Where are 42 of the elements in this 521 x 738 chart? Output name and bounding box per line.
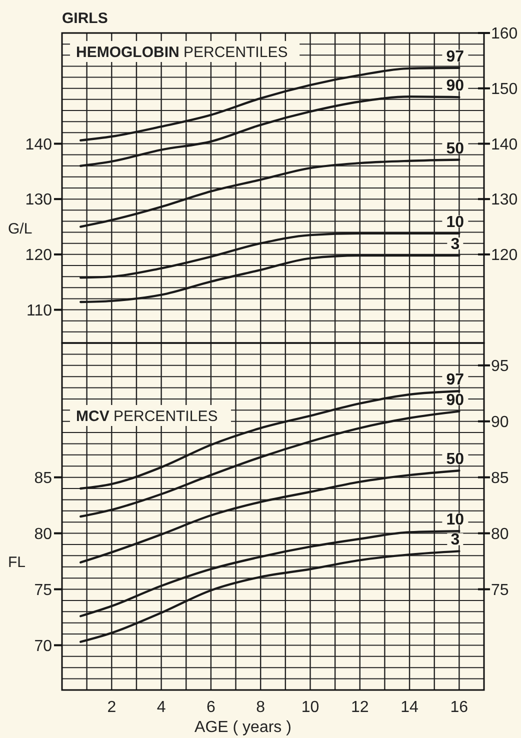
text: MCV PERCENTILES: [76, 408, 218, 425]
x-axis-title: AGE ( years ): [194, 719, 292, 736]
x-tick-label: 16: [450, 699, 468, 716]
y-tick-label: 120: [25, 247, 52, 264]
y2-tick-label: 140: [491, 136, 518, 154]
y2-tick-label: 130: [491, 192, 518, 209]
y-tick-label: 85: [34, 470, 52, 487]
y-tick-label: 70: [34, 638, 52, 655]
y2-tick-label: 80: [491, 526, 509, 543]
y-tick-label: 110: [26, 302, 52, 320]
series-label: 50: [446, 140, 464, 158]
series-label: 10: [446, 512, 464, 529]
y2-tick-label: 120: [491, 247, 518, 264]
text: HEMOGLOBIN PERCENTILES: [76, 44, 288, 61]
y2-tick-label: 150: [491, 80, 518, 98]
y-tick-label: 80: [34, 526, 52, 543]
y2-tick-label: 160: [491, 26, 518, 43]
y2-tick-label: 90: [491, 414, 509, 431]
y2-tick-label: 75: [491, 582, 509, 599]
chart-title: GIRLS: [62, 10, 108, 27]
series-label: 3: [450, 532, 460, 549]
x-tick-label: 8: [256, 699, 266, 716]
x-tick-label: 4: [156, 699, 166, 716]
series-label: 97: [446, 372, 464, 389]
series-label: 10: [446, 214, 464, 231]
y-axis-title: G/L: [8, 220, 32, 238]
y-tick-label: 130: [25, 192, 52, 209]
y2-tick-label: 95: [491, 358, 509, 375]
x-tick-label: 6: [206, 699, 216, 716]
series-label: 90: [446, 78, 464, 95]
series-label: 90: [446, 392, 464, 409]
y-tick-label: 140: [25, 136, 52, 154]
x-tick-label: 2: [107, 699, 116, 716]
x-tick-label: 10: [301, 699, 320, 716]
y-tick-label: 75: [34, 582, 52, 599]
y-axis-title: FL: [8, 554, 26, 571]
series-label: 3: [450, 236, 460, 254]
x-tick-label: 14: [400, 699, 419, 716]
series-label: 97: [446, 48, 464, 66]
y2-tick-label: 85: [491, 470, 509, 487]
x-tick-label: 12: [350, 699, 369, 716]
series-label: 50: [446, 451, 464, 468]
